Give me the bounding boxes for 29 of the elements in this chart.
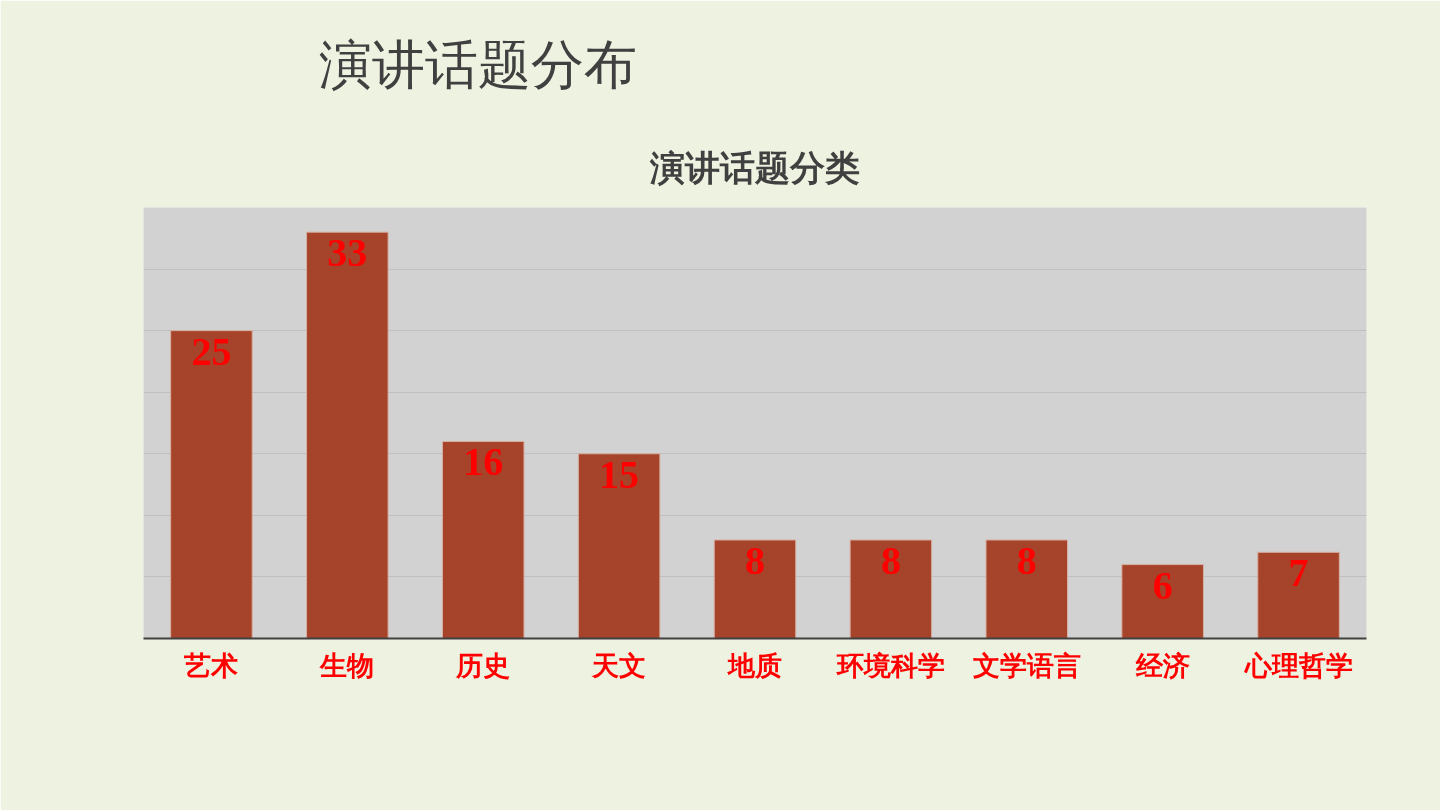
chart-title: 演讲话题分布 (318, 32, 637, 96)
bar (1121, 564, 1204, 639)
x-tick-label: 地质 (727, 649, 782, 681)
data-label: 8 (1016, 537, 1037, 583)
x-tick-label: 艺术 (183, 649, 239, 681)
bar (1257, 551, 1340, 639)
data-label: 6 (1152, 562, 1173, 608)
bar (577, 453, 661, 639)
x-tick-label: 生物 (319, 649, 375, 681)
bar (306, 231, 389, 639)
data-label: 15 (599, 451, 640, 497)
bar (713, 539, 797, 639)
data-label: 33 (327, 230, 368, 276)
x-tick-label: 心理哲学 (1242, 649, 1353, 681)
bar (985, 539, 1069, 639)
bar (170, 330, 253, 639)
x-tick-label: 经济 (1134, 649, 1190, 681)
x-tick-label: 天文 (591, 649, 647, 681)
x-tick-label: 环境科学 (835, 649, 945, 681)
data-label: 8 (745, 537, 765, 583)
data-label: 16 (463, 439, 504, 485)
chart-subtitle: 演讲话题分类 (649, 147, 860, 188)
x-tick-label: 历史 (455, 649, 511, 681)
data-label: 7 (1288, 550, 1309, 596)
bar (849, 539, 933, 639)
bar (441, 440, 525, 639)
data-label: 8 (880, 537, 901, 583)
x-tick-label: 文学语言 (972, 649, 1081, 681)
data-label: 25 (191, 328, 232, 374)
